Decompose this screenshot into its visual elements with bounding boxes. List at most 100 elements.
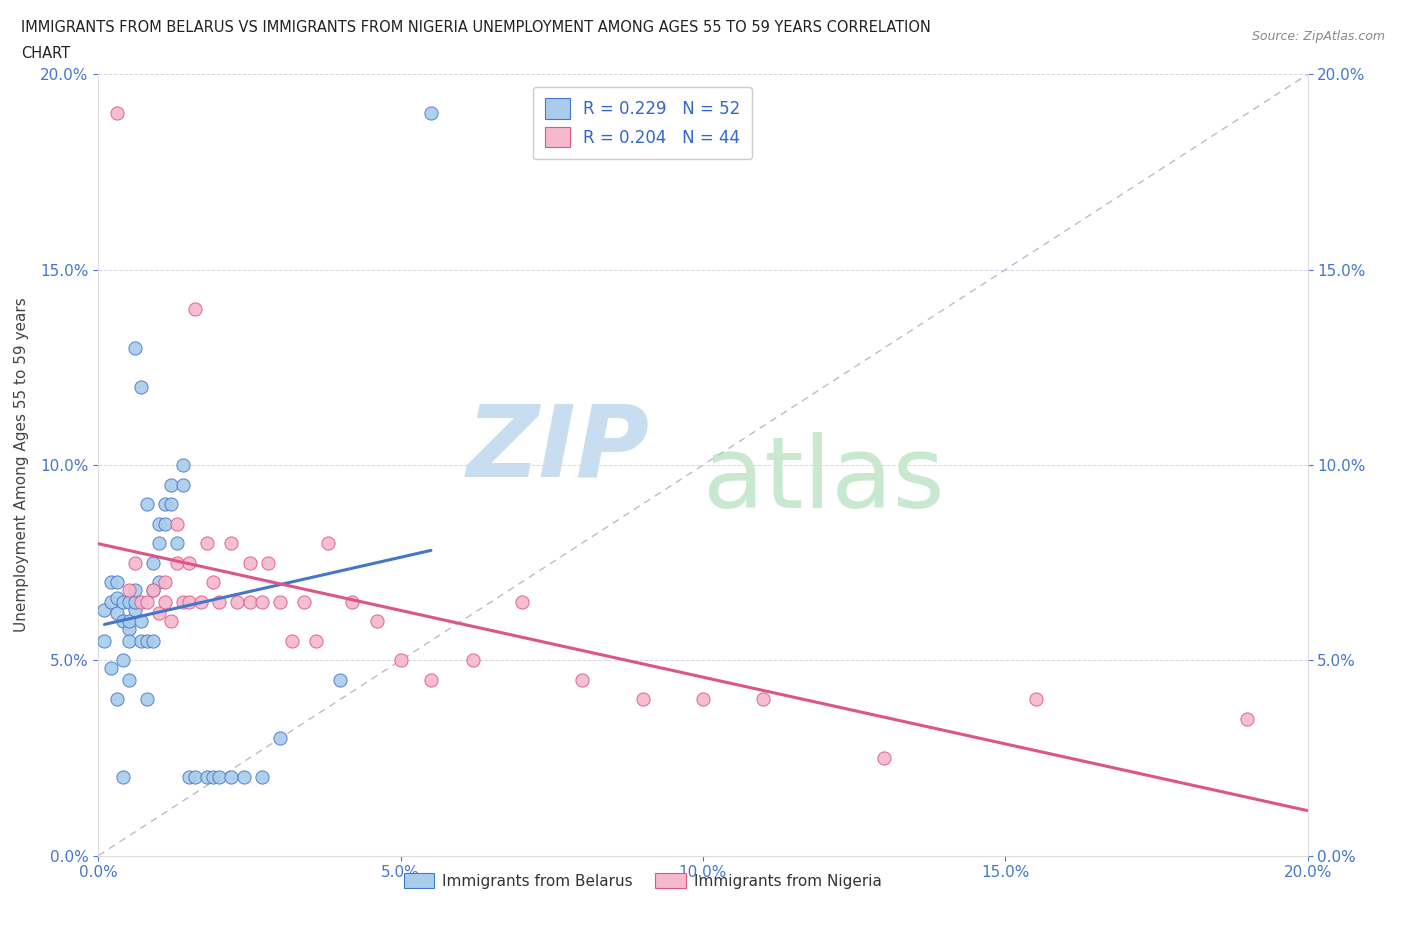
Point	[129, 379, 152, 394]
Point	[111, 653, 134, 668]
Point	[148, 516, 170, 531]
Point	[148, 575, 170, 590]
Point	[226, 594, 249, 609]
Point	[100, 594, 122, 609]
Point	[463, 653, 485, 668]
Point	[202, 575, 225, 590]
Point	[305, 633, 328, 648]
Point	[221, 536, 243, 551]
Point	[195, 770, 218, 785]
Point	[100, 575, 122, 590]
Point	[366, 614, 388, 629]
Point	[100, 660, 122, 675]
Point	[111, 594, 134, 609]
Point	[166, 536, 188, 551]
Point	[160, 477, 183, 492]
Point	[239, 594, 262, 609]
Point	[118, 614, 141, 629]
Point	[179, 770, 201, 785]
Point	[208, 770, 231, 785]
Point	[129, 633, 152, 648]
Point	[135, 633, 157, 648]
Point	[142, 633, 165, 648]
Point	[153, 497, 176, 512]
Point	[111, 614, 134, 629]
Point	[124, 594, 146, 609]
Point	[250, 770, 273, 785]
Point	[752, 692, 775, 707]
Point	[631, 692, 654, 707]
Point	[129, 594, 152, 609]
Point	[148, 536, 170, 551]
Point	[179, 555, 201, 570]
Point	[420, 672, 443, 687]
Point	[571, 672, 593, 687]
Point	[221, 770, 243, 785]
Point	[329, 672, 352, 687]
Point	[124, 602, 146, 617]
Point	[135, 594, 157, 609]
Point	[118, 594, 141, 609]
Point	[342, 594, 364, 609]
Point	[166, 555, 188, 570]
Y-axis label: Unemployment Among Ages 55 to 59 years: Unemployment Among Ages 55 to 59 years	[14, 298, 30, 632]
Point	[118, 582, 141, 597]
Point	[316, 536, 339, 551]
Point	[153, 516, 176, 531]
Point	[692, 692, 714, 707]
Point	[166, 516, 188, 531]
Point	[142, 555, 165, 570]
Point	[118, 621, 141, 636]
Point	[111, 770, 134, 785]
Point	[1024, 692, 1046, 707]
Text: Source: ZipAtlas.com: Source: ZipAtlas.com	[1251, 30, 1385, 43]
Point	[389, 653, 412, 668]
Point	[135, 692, 157, 707]
Point	[292, 594, 315, 609]
Point	[160, 614, 183, 629]
Point	[184, 301, 207, 316]
Point	[105, 591, 128, 605]
Point	[129, 614, 152, 629]
Point	[250, 594, 273, 609]
Point	[124, 555, 146, 570]
Text: atlas: atlas	[703, 432, 945, 529]
Point	[105, 575, 128, 590]
Point	[510, 594, 533, 609]
Point	[124, 340, 146, 355]
Point	[148, 606, 170, 621]
Point	[135, 497, 157, 512]
Point	[142, 582, 165, 597]
Legend: Immigrants from Belarus, Immigrants from Nigeria: Immigrants from Belarus, Immigrants from…	[398, 867, 887, 895]
Point	[269, 731, 291, 746]
Point	[172, 594, 194, 609]
Point	[172, 477, 194, 492]
Point	[269, 594, 291, 609]
Text: ZIP: ZIP	[467, 401, 650, 498]
Text: IMMIGRANTS FROM BELARUS VS IMMIGRANTS FROM NIGERIA UNEMPLOYMENT AMONG AGES 55 TO: IMMIGRANTS FROM BELARUS VS IMMIGRANTS FR…	[21, 20, 931, 35]
Point	[1236, 711, 1258, 726]
Point	[172, 458, 194, 472]
Point	[153, 594, 176, 609]
Point	[153, 575, 176, 590]
Point	[118, 633, 141, 648]
Point	[256, 555, 278, 570]
Point	[873, 751, 896, 765]
Point	[208, 594, 231, 609]
Point	[124, 582, 146, 597]
Point	[142, 582, 165, 597]
Text: CHART: CHART	[21, 46, 70, 61]
Point	[281, 633, 304, 648]
Point	[118, 672, 141, 687]
Point	[179, 594, 201, 609]
Point	[190, 594, 212, 609]
Point	[105, 106, 128, 121]
Point	[105, 606, 128, 621]
Point	[232, 770, 254, 785]
Point	[184, 770, 207, 785]
Point	[420, 106, 443, 121]
Point	[93, 633, 115, 648]
Point	[105, 692, 128, 707]
Point	[160, 497, 183, 512]
Point	[202, 770, 225, 785]
